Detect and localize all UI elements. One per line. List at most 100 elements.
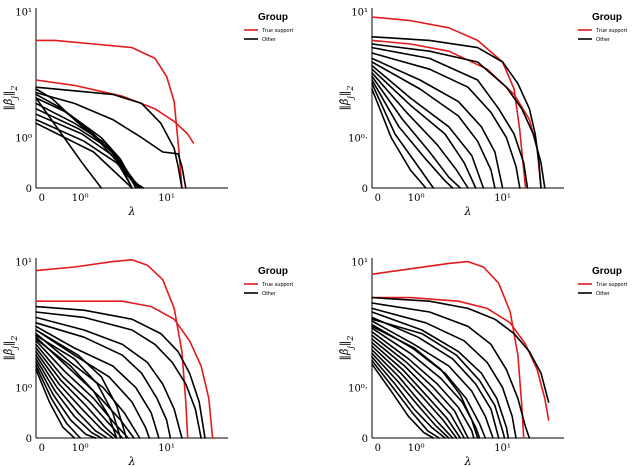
other-line (371, 334, 469, 439)
other-line (371, 338, 465, 439)
x-tick-label: 10¹ (494, 443, 511, 454)
other-line (35, 97, 103, 189)
other-line (371, 320, 494, 439)
other-line (35, 350, 114, 439)
other-line (35, 354, 108, 439)
other-line (35, 322, 172, 439)
true-support-line (371, 260, 525, 439)
y-tick-label: 0 (362, 434, 368, 445)
other-line (35, 338, 118, 439)
x-tick-label: 10⁰ (72, 443, 89, 454)
legend: Group True support Other (578, 266, 627, 297)
x-axis-label: λ (128, 205, 136, 218)
legend-title: Group (592, 12, 622, 23)
true-support-line (35, 39, 183, 189)
x-tick-label: 10¹ (158, 443, 175, 454)
other-line (371, 349, 454, 439)
chart-panel-1: 0 10⁰ 10¹ 0 10⁰ 10¹ λ ‖β̂j‖2 Group True support Ot… (2, 8, 293, 218)
y-tick-label: 10¹ (351, 258, 368, 269)
y-tick-label: 0 (26, 434, 32, 445)
true-support-line (35, 79, 195, 144)
y-tick-label: 10¹ (15, 8, 32, 19)
other-line (371, 75, 462, 189)
y-tick-label: 0 (26, 184, 32, 195)
other-line (371, 331, 475, 439)
other-line (35, 316, 183, 439)
other-line (35, 332, 141, 439)
other-line (35, 340, 129, 439)
x-tick-label: 10⁰ (408, 193, 425, 204)
other-line (371, 302, 531, 439)
legend: Group True support Other (244, 266, 293, 297)
other-line (371, 68, 477, 189)
y-tick-label: 10⁰· (348, 134, 368, 145)
other-line (35, 365, 81, 439)
legend: Group True support Other (578, 12, 627, 43)
y-axis-label: ‖β̂j‖2 (338, 86, 355, 111)
legend-label: True support (262, 282, 293, 288)
other-line (371, 325, 479, 439)
legend-label: True support (262, 28, 293, 34)
other-line (371, 43, 546, 189)
x-tick-label: 0 (39, 193, 45, 204)
other-line (35, 108, 141, 189)
y-axis-label: ‖β̂j‖2 (2, 86, 19, 111)
other-line (371, 36, 542, 189)
other-line (35, 91, 187, 189)
legend-label: Other (596, 291, 610, 297)
y-axis-label: ‖β̂j‖2 (338, 336, 355, 361)
other-line (35, 329, 127, 439)
other-line (371, 61, 496, 189)
other-line (371, 363, 435, 439)
other-line (371, 341, 462, 439)
legend-label: True support (596, 28, 627, 34)
legend-label: Other (596, 37, 610, 43)
y-tick-label: 10⁰ (15, 384, 32, 395)
other-line (371, 57, 504, 189)
other-line (371, 79, 454, 189)
other-line (371, 72, 469, 189)
other-line (35, 368, 76, 439)
other-line (35, 305, 206, 439)
legend-label: Other (262, 37, 276, 43)
y-tick-label: 10⁰ (15, 134, 32, 145)
other-line (371, 82, 435, 189)
other-line (35, 88, 133, 189)
legend-title: Group (258, 12, 288, 23)
x-tick-label: 0 (375, 443, 381, 454)
other-line (35, 311, 202, 439)
x-tick-label: 10⁰ (408, 443, 425, 454)
x-tick-label: 10¹ (494, 193, 511, 204)
x-axis-label: λ (464, 455, 472, 467)
y-tick-label: 10¹ (15, 258, 32, 269)
x-tick-label: 10¹ (158, 193, 175, 204)
chart-panel-3: 0 10⁰ 10¹ 0 10⁰ 10¹ λ ‖β̂j‖2 Group True support Ot… (2, 258, 293, 467)
other-line (371, 359, 440, 439)
other-line (371, 46, 529, 189)
other-line (35, 336, 135, 439)
other-line (35, 325, 160, 439)
other-line (35, 347, 118, 439)
other-line (35, 113, 143, 189)
y-tick-label: 10¹ (351, 8, 368, 19)
legend-title: Group (258, 266, 288, 277)
x-axis-label: λ (464, 205, 472, 218)
true-support-line (35, 300, 214, 439)
other-line (371, 311, 510, 439)
y-axis-label: ‖β̂j‖2 (2, 336, 19, 361)
other-line (35, 334, 122, 439)
x-axis-label: λ (128, 455, 136, 467)
other-line (371, 307, 517, 439)
other-line (35, 361, 97, 439)
other-line (35, 86, 183, 189)
other-line (371, 316, 500, 439)
other-line (371, 64, 485, 189)
other-line (371, 52, 521, 189)
other-line (371, 327, 481, 439)
other-line (35, 118, 145, 189)
true-support-line (35, 259, 189, 439)
other-line (371, 296, 550, 403)
true-support-line (371, 296, 550, 421)
legend-label: True support (596, 282, 627, 288)
